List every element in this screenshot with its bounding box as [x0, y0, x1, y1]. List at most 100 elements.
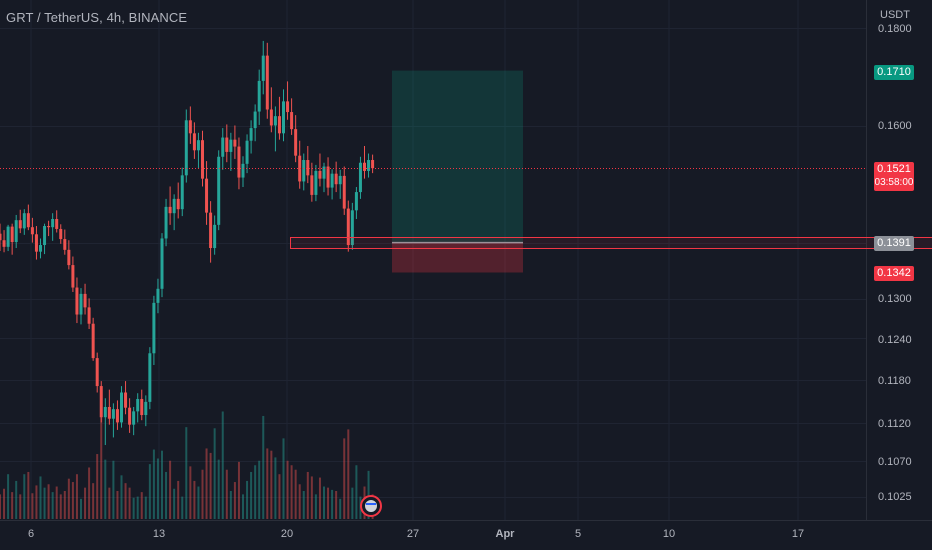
candle-body	[286, 101, 290, 113]
candle-body	[79, 293, 83, 315]
date-tick-label: 17	[791, 528, 805, 540]
candle-body	[67, 249, 71, 266]
candle-body	[160, 238, 164, 289]
candle-body	[249, 128, 253, 141]
candle-body	[180, 175, 184, 210]
candle-body	[367, 160, 371, 171]
volume-bar	[258, 460, 261, 519]
volume-bar	[266, 448, 269, 519]
target-price-tag[interactable]: 0.1710	[874, 65, 914, 80]
candle-body	[221, 137, 225, 157]
volume-bar	[286, 460, 289, 519]
volume-bar	[217, 459, 220, 519]
candle-body	[136, 398, 140, 412]
volume-bar	[19, 494, 22, 519]
long-position-tool[interactable]	[392, 70, 523, 273]
candle-body	[140, 398, 144, 416]
volume-bar	[294, 469, 297, 519]
volume-bar	[290, 465, 293, 519]
candle-body	[354, 192, 358, 211]
volume-bar	[120, 475, 123, 519]
candle-body	[273, 116, 277, 126]
volume-bar	[237, 461, 240, 519]
candle-body	[233, 139, 237, 147]
candle-body	[111, 409, 115, 419]
candle-body	[103, 406, 107, 418]
demand-zone-rectangle	[290, 237, 932, 249]
candle-countdown: 03:58:00	[874, 177, 914, 188]
volume-bar	[306, 471, 309, 519]
volume-bar	[185, 427, 188, 519]
price-tick-label: 0.1240	[878, 334, 912, 346]
volume-bar	[298, 484, 301, 519]
volume-bar	[213, 428, 216, 519]
candle-body	[30, 227, 34, 235]
candle-body	[188, 120, 192, 134]
candle-body	[71, 265, 75, 288]
volume-bar	[274, 457, 277, 519]
candle-body	[371, 160, 375, 169]
candle-body	[326, 166, 330, 188]
volume-bar	[43, 487, 46, 519]
volume-bar	[197, 486, 200, 519]
volume-bar	[367, 470, 370, 519]
candle-body	[261, 55, 265, 81]
candle-body	[152, 302, 156, 354]
candle-body	[294, 129, 298, 156]
volume-bar	[229, 491, 232, 519]
candle-body	[282, 101, 285, 134]
symbol-title[interactable]: GRT / TetherUS, 4h, BINANCE	[6, 10, 188, 25]
candle-body	[192, 133, 196, 151]
candle-body	[290, 112, 294, 130]
candle-body	[201, 140, 204, 179]
date-tick-label: 13	[152, 528, 166, 540]
stop-price-tag[interactable]: 0.1342	[874, 266, 914, 281]
volume-bar	[282, 438, 285, 519]
candle-body	[99, 386, 103, 418]
price-tick-label: 0.1070	[878, 456, 912, 468]
volume-bar	[23, 474, 26, 519]
volume-bar	[177, 480, 180, 519]
candle-body	[334, 173, 338, 185]
volume-bar	[0, 494, 1, 519]
volume-bar	[144, 496, 147, 519]
candle-body	[310, 175, 314, 195]
price-tick-label: 0.1120	[878, 418, 911, 430]
volume-bar	[100, 407, 103, 519]
candle-body	[237, 146, 241, 178]
candle-body	[358, 162, 362, 193]
entry-price-tag[interactable]: 0.1391	[874, 236, 914, 251]
volume-bar	[225, 469, 228, 519]
candle-body	[314, 170, 318, 195]
volume-bar	[148, 464, 151, 519]
volume-bars	[0, 407, 374, 519]
candle-body	[124, 392, 128, 408]
current-price-tag[interactable]: 0.1521 03:58:00	[874, 162, 914, 191]
candle-body	[213, 224, 217, 249]
volume-bar	[302, 491, 305, 519]
candle-body	[164, 206, 168, 239]
candle-body	[205, 178, 209, 213]
volume-bar	[92, 483, 95, 519]
candle-body	[83, 293, 87, 308]
candle-body	[51, 219, 55, 228]
candle-body	[75, 287, 79, 315]
candle-body	[120, 392, 123, 423]
candle-body	[22, 213, 26, 229]
volume-bar	[278, 474, 281, 519]
candle-body	[47, 226, 51, 228]
candle-body	[302, 160, 306, 182]
volume-bar	[339, 498, 342, 519]
volume-bar	[47, 484, 50, 519]
price-axis-unit[interactable]: USDT	[880, 9, 910, 21]
volume-bar	[88, 467, 91, 519]
candle-body	[6, 226, 10, 247]
candle-body	[59, 228, 63, 240]
volume-bar	[221, 411, 224, 519]
candle-body	[128, 407, 132, 425]
candle-body	[43, 226, 47, 246]
candle-body	[342, 175, 346, 209]
volume-bar	[132, 497, 135, 519]
